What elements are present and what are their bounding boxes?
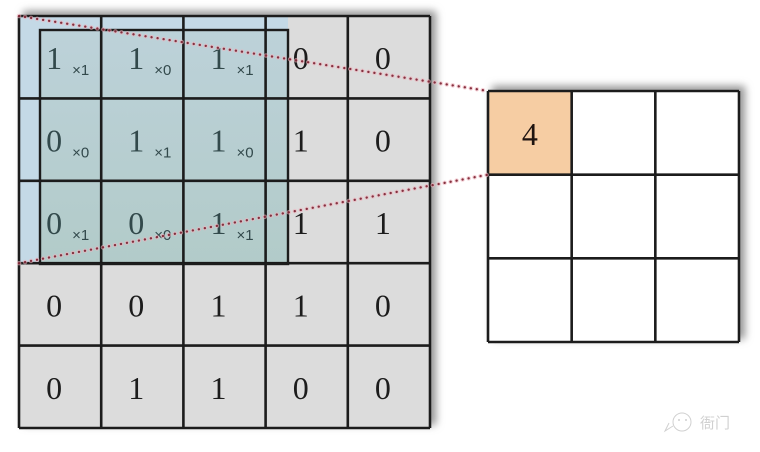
svg-text:×0: ×0: [237, 145, 254, 162]
svg-text:×1: ×1: [72, 227, 89, 244]
svg-text:1: 1: [211, 123, 227, 159]
svg-text:0: 0: [46, 287, 62, 323]
svg-text:0: 0: [46, 205, 62, 241]
svg-text:1: 1: [128, 40, 144, 76]
svg-text:0: 0: [375, 370, 391, 406]
svg-text:1: 1: [46, 40, 62, 76]
svg-text:1: 1: [128, 123, 144, 159]
svg-text:1: 1: [375, 205, 391, 241]
svg-text:衙门: 衙门: [700, 415, 730, 432]
svg-text:×0: ×0: [72, 145, 89, 162]
svg-text:1: 1: [293, 287, 309, 323]
svg-text:0: 0: [375, 287, 391, 323]
svg-text:×1: ×1: [237, 227, 254, 244]
svg-text:1: 1: [128, 370, 144, 406]
svg-text:×0: ×0: [154, 62, 171, 79]
svg-text:0: 0: [375, 123, 391, 159]
svg-text:0: 0: [293, 40, 309, 76]
svg-text:4: 4: [522, 116, 538, 152]
svg-text:0: 0: [46, 123, 62, 159]
svg-text:×1: ×1: [72, 62, 89, 79]
svg-text:1: 1: [211, 287, 227, 323]
svg-text:0: 0: [293, 370, 309, 406]
svg-text:0: 0: [375, 40, 391, 76]
svg-text:1: 1: [211, 370, 227, 406]
svg-text:1: 1: [293, 123, 309, 159]
svg-text:0: 0: [128, 287, 144, 323]
svg-text:×1: ×1: [154, 145, 171, 162]
svg-text:0: 0: [128, 205, 144, 241]
svg-text:×1: ×1: [237, 62, 254, 79]
svg-text:0: 0: [46, 370, 62, 406]
